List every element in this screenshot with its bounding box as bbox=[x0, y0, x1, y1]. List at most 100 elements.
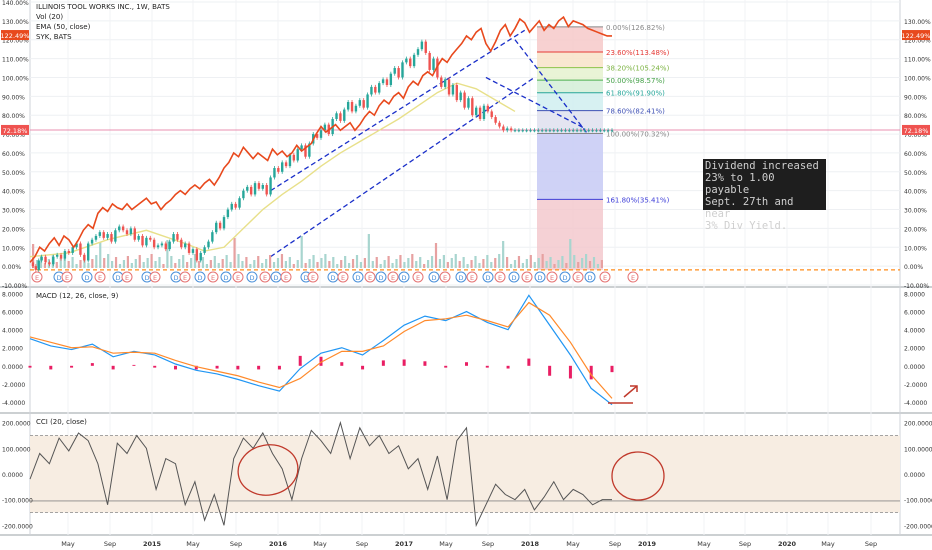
fib-level-label: 38.20%(105.24%) bbox=[606, 65, 670, 73]
itw-candle bbox=[67, 251, 70, 253]
volume-bar bbox=[95, 255, 98, 268]
cci-band bbox=[30, 435, 900, 513]
volume-bar bbox=[581, 258, 584, 268]
macd-histogram-bar bbox=[610, 365, 614, 373]
itw-candle bbox=[34, 266, 38, 270]
volume-bar bbox=[221, 259, 224, 268]
itw-candle bbox=[98, 232, 102, 236]
earnings-marker-label: E bbox=[443, 274, 447, 282]
cci-line bbox=[29, 420, 612, 528]
earnings-marker-icon bbox=[466, 271, 478, 283]
volume-bar bbox=[272, 262, 276, 268]
volume-bar bbox=[107, 254, 110, 268]
volume-bar bbox=[103, 258, 106, 268]
itw-candle bbox=[184, 243, 187, 248]
volume-bar bbox=[150, 254, 153, 268]
fib-level-label: 100.00%(70.32%) bbox=[606, 130, 670, 138]
volume-bar bbox=[474, 256, 477, 268]
volume-bar bbox=[363, 258, 366, 268]
itw-candle bbox=[102, 232, 105, 238]
itw-candle bbox=[269, 177, 272, 195]
itw-candle bbox=[443, 79, 447, 87]
x-axis-tick: May bbox=[186, 540, 200, 548]
itw-candle bbox=[176, 234, 179, 240]
itw-candle bbox=[300, 145, 303, 150]
itw-candle bbox=[556, 130, 559, 132]
volume-bar bbox=[498, 254, 501, 268]
itw-candle bbox=[114, 230, 117, 242]
earnings-marker-label: E bbox=[550, 274, 554, 282]
dividend-marker-icon bbox=[559, 271, 571, 283]
price-right-tick: 40.00% bbox=[904, 189, 927, 196]
itw-candle bbox=[517, 130, 521, 132]
itw-candle bbox=[544, 130, 548, 132]
volume-bar bbox=[158, 257, 161, 268]
cci-annotation-circle-right bbox=[611, 451, 665, 501]
volume-bar bbox=[415, 261, 418, 268]
itw-candle bbox=[463, 92, 466, 108]
dividend-marker-label: D bbox=[537, 274, 542, 282]
itw-candle bbox=[315, 134, 319, 138]
itw-candle bbox=[385, 79, 389, 86]
macd-right-tick: 8.0000 bbox=[904, 292, 925, 299]
x-axis-tick: Sep bbox=[609, 540, 621, 548]
volume-bar bbox=[316, 262, 319, 268]
x-axis-tick: 2015 bbox=[143, 540, 162, 548]
volume-bar bbox=[79, 260, 82, 268]
price-right-tick: 110.00% bbox=[904, 57, 931, 64]
volume-bar bbox=[276, 258, 280, 268]
itw-candle bbox=[335, 113, 338, 119]
itw-candle bbox=[486, 105, 490, 112]
dividend-marker-label: D bbox=[330, 274, 335, 282]
itw-candle bbox=[595, 130, 598, 132]
vol-label: Vol (20) bbox=[36, 13, 63, 21]
macd-left-tick: 6.0000 bbox=[2, 310, 23, 317]
dividend-marker-icon bbox=[194, 271, 206, 283]
volume-bar bbox=[549, 257, 552, 268]
price-left-tick: -10.00% bbox=[2, 283, 27, 290]
x-axis-tick: Sep bbox=[865, 540, 877, 548]
volume-bar bbox=[178, 259, 181, 268]
macd-histogram-bar bbox=[70, 365, 74, 368]
x-axis-tick: May bbox=[61, 540, 75, 548]
fib-zone bbox=[537, 133, 603, 200]
dividend-marker-icon bbox=[584, 271, 596, 283]
volume-bar bbox=[233, 238, 236, 268]
itw-candle bbox=[420, 41, 424, 50]
itw-candle bbox=[79, 243, 82, 255]
macd-left-tick: 4.0000 bbox=[2, 328, 23, 335]
earnings-marker-label: E bbox=[416, 274, 420, 282]
volume-bar bbox=[122, 260, 126, 268]
macd-right-tick: 0.0000 bbox=[904, 364, 925, 371]
volume-bar bbox=[284, 261, 287, 268]
dividend-marker-icon bbox=[81, 271, 93, 283]
earnings-marker-label: E bbox=[576, 274, 580, 282]
dividend-marker-label: D bbox=[562, 274, 567, 282]
macd-right-tick: -4.0000 bbox=[904, 400, 927, 407]
volume-bar bbox=[371, 261, 374, 268]
volume-bar bbox=[407, 258, 410, 268]
dividend-marker-icon bbox=[455, 271, 467, 283]
itw-candle bbox=[207, 241, 210, 248]
itw-candle bbox=[218, 222, 222, 229]
x-axis-tick: Sep bbox=[482, 540, 494, 548]
volume-bar bbox=[525, 259, 528, 268]
earnings-marker-icon bbox=[494, 271, 506, 283]
itw-candle bbox=[308, 143, 311, 157]
dividend-marker-icon bbox=[534, 271, 546, 283]
macd-histogram-bar bbox=[402, 359, 406, 366]
itw-candle bbox=[370, 86, 373, 95]
itw-candle bbox=[475, 107, 478, 116]
itw-candle bbox=[381, 79, 385, 84]
volume-bar bbox=[324, 254, 327, 268]
cci-annotation-circle-left bbox=[237, 444, 299, 496]
earnings-marker-icon bbox=[572, 271, 584, 283]
x-axis-tick: May bbox=[439, 540, 453, 548]
itw-candle bbox=[129, 228, 133, 235]
fib-zone bbox=[537, 80, 603, 93]
x-axis-tick: May bbox=[566, 540, 580, 548]
volume-bar bbox=[529, 255, 532, 268]
ema-label: EMA (50, close) bbox=[36, 23, 91, 31]
itw-candle bbox=[459, 92, 462, 101]
cci-left-tick: -100.0000 bbox=[2, 498, 33, 505]
